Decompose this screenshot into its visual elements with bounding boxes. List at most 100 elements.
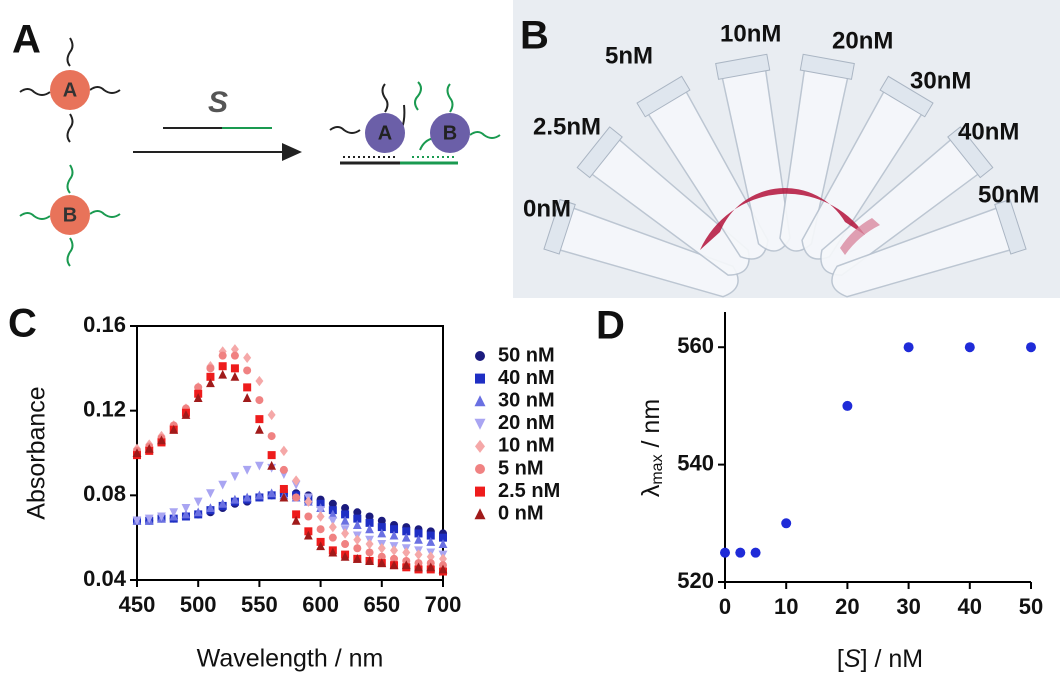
marker bbox=[206, 378, 215, 388]
marker bbox=[267, 409, 276, 421]
tube-body bbox=[801, 90, 923, 260]
marker bbox=[340, 515, 350, 525]
panel-c: C 450 500 550 600 650 700 0.04 0.08 0.12 0.16 50 n… bbox=[8, 302, 560, 673]
marker bbox=[377, 543, 386, 554]
tube-cap bbox=[799, 53, 855, 80]
marker bbox=[206, 489, 215, 499]
marker bbox=[402, 547, 411, 558]
marker bbox=[242, 393, 252, 402]
pink-solution bbox=[840, 218, 880, 255]
ligand bbox=[19, 164, 121, 267]
tube-body bbox=[558, 207, 739, 298]
tube-label: 10nM bbox=[720, 20, 781, 47]
x-tick-label: 450 bbox=[119, 592, 156, 617]
marker bbox=[193, 497, 203, 507]
marker bbox=[132, 516, 142, 526]
legend-marker bbox=[474, 395, 486, 407]
marker bbox=[439, 553, 447, 565]
tube-cap bbox=[879, 75, 934, 118]
marker bbox=[365, 518, 374, 527]
marker bbox=[242, 465, 252, 475]
marker bbox=[181, 504, 191, 513]
tube-label: 40nM bbox=[958, 118, 1019, 145]
ligand bbox=[414, 81, 501, 151]
marker bbox=[328, 533, 337, 542]
marker bbox=[292, 475, 301, 486]
marker bbox=[218, 351, 227, 360]
marker bbox=[279, 465, 288, 474]
marker bbox=[279, 445, 288, 457]
marker bbox=[402, 527, 411, 536]
x-tick-label: 0 bbox=[719, 594, 731, 619]
y-axis-title: Absorbance bbox=[23, 386, 51, 519]
x-axis-title: Wavelength / nm bbox=[197, 645, 384, 673]
marker bbox=[328, 499, 337, 508]
x-tick-label: 20 bbox=[835, 594, 859, 619]
panel-label: C bbox=[8, 302, 37, 346]
legend-marker bbox=[475, 351, 485, 361]
marker bbox=[328, 516, 338, 526]
legend-marker bbox=[475, 439, 485, 453]
marker bbox=[206, 364, 215, 373]
marker bbox=[144, 514, 154, 524]
tube-cap bbox=[994, 198, 1027, 255]
marker bbox=[242, 492, 252, 502]
marker bbox=[365, 538, 374, 550]
marker bbox=[438, 564, 448, 574]
point bbox=[903, 342, 914, 353]
marker bbox=[328, 547, 338, 557]
marker bbox=[365, 548, 374, 557]
tube-label: 2.5nM bbox=[533, 113, 601, 140]
marker bbox=[267, 488, 277, 498]
marker bbox=[316, 541, 325, 551]
x-title-symbol: S bbox=[844, 645, 861, 673]
marker bbox=[267, 460, 277, 470]
marker bbox=[316, 511, 325, 522]
marker bbox=[353, 514, 362, 523]
legend-label: 10 nM bbox=[498, 435, 555, 457]
marker bbox=[352, 520, 362, 529]
particle bbox=[430, 113, 470, 153]
point bbox=[781, 518, 792, 529]
tube-label: 20nM bbox=[832, 27, 893, 54]
y-title-unit: / nm bbox=[637, 399, 665, 455]
tube bbox=[820, 126, 994, 276]
tube-label: 30nM bbox=[910, 67, 971, 94]
marker bbox=[401, 560, 411, 570]
x-tick-label: 700 bbox=[425, 592, 462, 617]
marker bbox=[341, 528, 350, 539]
marker bbox=[181, 509, 191, 519]
x-tick-label: 30 bbox=[896, 594, 920, 619]
tube bbox=[715, 53, 791, 252]
marker bbox=[365, 512, 374, 521]
legend-label: 5 nM bbox=[498, 457, 544, 479]
panel-d: D [S] / nM λmax / nm 0 10 20 30 40 50 520 540 56… bbox=[596, 304, 1043, 673]
particle-label: B bbox=[63, 204, 77, 226]
marker bbox=[414, 549, 423, 560]
marker bbox=[328, 521, 337, 533]
plot-frame bbox=[136, 325, 444, 581]
legend-label: 20 nM bbox=[498, 412, 555, 434]
marker bbox=[193, 393, 203, 402]
marker bbox=[255, 396, 264, 405]
tube-rack bbox=[543, 53, 1027, 298]
marker bbox=[230, 472, 240, 482]
marker bbox=[340, 551, 350, 561]
panel-label: A bbox=[12, 18, 41, 62]
marker bbox=[426, 551, 435, 562]
marker bbox=[218, 369, 228, 379]
marker bbox=[292, 510, 301, 519]
y-tick-label: 0.12 bbox=[83, 396, 126, 421]
particle-label: A bbox=[63, 79, 77, 101]
point bbox=[735, 547, 746, 558]
marker bbox=[218, 480, 228, 490]
marker bbox=[157, 435, 166, 445]
marker bbox=[255, 461, 264, 471]
marker bbox=[328, 509, 338, 519]
panel-label: B bbox=[520, 14, 549, 58]
legend-label: 40 nM bbox=[498, 367, 555, 389]
x-axis-title: [S] / nM bbox=[837, 645, 923, 673]
marker bbox=[414, 562, 423, 572]
marker bbox=[341, 504, 350, 513]
